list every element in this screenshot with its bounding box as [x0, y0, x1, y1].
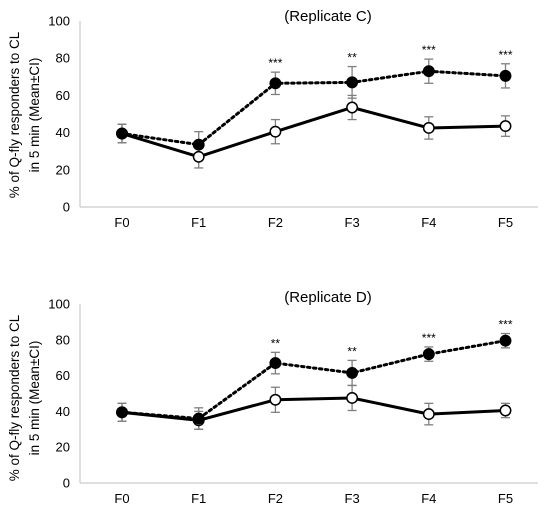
data-point-open	[192, 150, 205, 163]
series-line-dotted	[120, 339, 507, 421]
data-point-filled	[269, 357, 282, 370]
y-axis-label: % of Q-fly responders to CL	[7, 314, 22, 481]
data-point-open	[269, 393, 282, 406]
chart-panel-2: 0 20 40 60 80 100 F0 F1 F2 F3 F4 F5 % of Q-fly respo…	[7, 289, 538, 506]
x-tick-label: F2	[268, 215, 283, 230]
x-tick-label: F0	[114, 491, 129, 506]
significance-label: ***	[422, 43, 436, 57]
data-point-filled	[116, 127, 128, 140]
data-point-filled	[422, 348, 435, 361]
y-tick-label: 20	[56, 162, 70, 177]
y-axis-label: in 5 min (Mean±CI)	[27, 341, 42, 456]
significance-label: **	[347, 344, 357, 358]
x-tick-label: F1	[191, 215, 206, 230]
data-point-open	[422, 122, 435, 134]
y-tick-label: 40	[56, 125, 70, 140]
data-point-open	[346, 392, 359, 404]
chart-title: (Replicate D)	[284, 289, 372, 306]
x-tick-label: F3	[345, 215, 360, 230]
y-tick-label: 80	[56, 51, 70, 66]
data-point-filled	[192, 412, 205, 425]
x-tick-label: F3	[345, 491, 360, 506]
significance-label: ***	[498, 318, 512, 332]
data-point-filled	[422, 65, 435, 78]
series-line-dotted	[120, 69, 507, 147]
x-tick-label: F0	[114, 215, 129, 230]
data-point-filled	[499, 69, 512, 82]
y-tick-label: 0	[63, 200, 70, 215]
data-point-filled	[346, 76, 359, 89]
y-tick-label: 100	[48, 14, 70, 29]
data-point-open	[422, 408, 435, 421]
data-point-filled	[269, 77, 282, 90]
data-point-open	[499, 404, 512, 417]
data-point-open	[499, 120, 512, 133]
significance-label: **	[271, 336, 281, 350]
data-point-filled	[499, 334, 512, 347]
y-tick-label: 40	[56, 404, 70, 419]
x-tick-label: F2	[268, 491, 283, 506]
y-tick-label: 100	[48, 297, 70, 312]
y-axis-label: in 5 min (Mean±CI)	[27, 58, 42, 173]
data-point-filled	[346, 366, 359, 379]
data-point-open	[269, 125, 282, 138]
significance-label: ***	[498, 48, 512, 62]
data-point-filled	[116, 406, 128, 419]
significance-label: ***	[422, 331, 436, 345]
data-point-filled	[192, 138, 205, 151]
significance-label: ***	[268, 56, 282, 70]
x-tick-label: F1	[191, 491, 206, 506]
x-tick-label: F4	[421, 215, 436, 230]
chart-title: (Replicate C)	[284, 8, 372, 25]
y-tick-label: 60	[56, 88, 70, 103]
y-tick-label: 80	[56, 332, 70, 347]
x-tick-label: F5	[498, 491, 513, 506]
y-tick-label: 20	[56, 440, 70, 455]
significance-label: **	[347, 51, 357, 65]
x-tick-label: F4	[421, 491, 436, 506]
y-tick-label: 60	[56, 368, 70, 383]
data-point-open	[346, 101, 359, 114]
series-line-solid	[121, 396, 506, 422]
y-tick-label: 0	[63, 476, 70, 491]
chart-panel-1: 0 20 40 60 80 100 F0 F1 F2 F3 F4 F5 % of Q-fly respo…	[7, 8, 538, 230]
series-line-solid	[121, 105, 506, 159]
y-axis-label: % of Q-fly responders to CL	[7, 31, 22, 198]
x-tick-label: F5	[498, 215, 513, 230]
